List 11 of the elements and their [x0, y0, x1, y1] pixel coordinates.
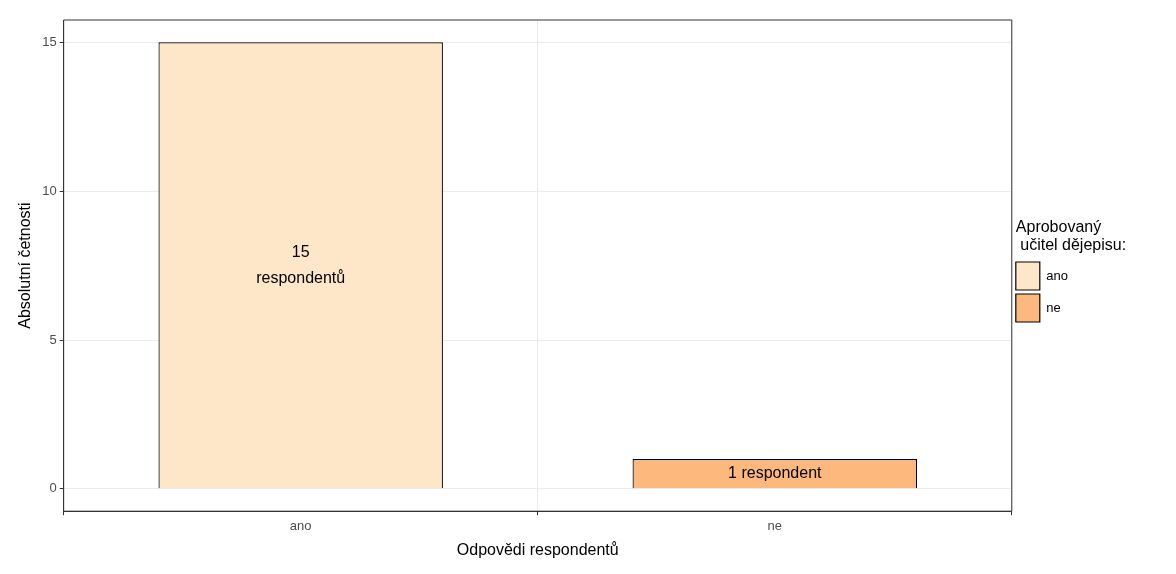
legend-label: ne — [1046, 299, 1061, 315]
y-tick-label: 10 — [42, 182, 57, 198]
y-tick-label: 15 — [42, 33, 57, 49]
data-label: 15 respondentů — [256, 242, 346, 286]
y-axis-title: Absolutní četnosti — [16, 202, 34, 329]
x-axis-title: Odpovědi respondentů — [456, 540, 619, 558]
y-tick-label: 0 — [49, 480, 57, 496]
legend-label: ano — [1046, 267, 1069, 283]
y-tick-label: 5 — [49, 331, 57, 347]
data-label: 1 respondent — [728, 464, 823, 482]
legend-title: Aprobovaný učitel dějepisu: — [1015, 218, 1127, 254]
